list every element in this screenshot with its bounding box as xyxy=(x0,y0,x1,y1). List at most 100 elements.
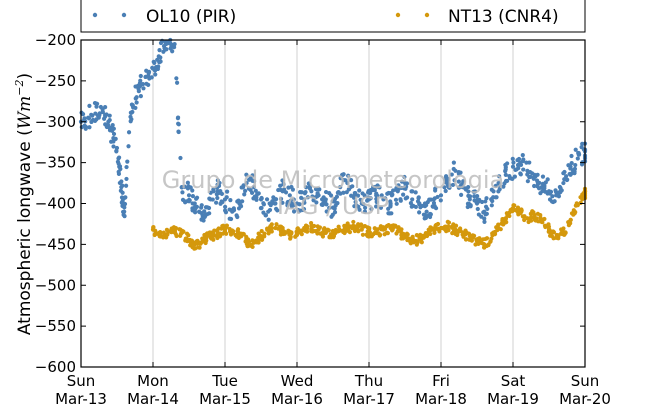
data-point-fill xyxy=(451,160,456,165)
data-point xyxy=(532,212,537,218)
legend-marker-ol10 xyxy=(92,12,98,18)
data-point-fill xyxy=(153,72,158,77)
legend: OL10 (PIR) NT13 (CNR4) xyxy=(80,0,586,33)
data-point-fill xyxy=(473,189,478,194)
data-point-fill xyxy=(86,116,92,121)
data-point-fill xyxy=(280,225,285,231)
data-point-fill xyxy=(456,179,461,184)
data-point-fill xyxy=(433,186,438,191)
data-point-fill xyxy=(341,190,346,195)
data-point-fill xyxy=(418,232,423,237)
data-point-fill xyxy=(510,156,515,161)
data-point-fill xyxy=(348,185,353,190)
y-tick-label: −600 xyxy=(35,358,76,376)
data-point xyxy=(489,236,494,241)
data-point-fill xyxy=(507,174,512,179)
data-point-fill xyxy=(278,196,284,202)
data-point-fill xyxy=(520,152,525,158)
data-point-fill xyxy=(376,231,381,236)
data-point-fill xyxy=(424,233,430,239)
data-point-fill xyxy=(194,196,199,201)
data-point-fill xyxy=(404,181,410,186)
data-point-fill xyxy=(490,231,495,236)
data-point-fill xyxy=(224,223,229,229)
data-point-fill xyxy=(141,86,146,91)
data-point-fill xyxy=(253,188,258,193)
data-point-fill xyxy=(215,195,220,201)
data-point-fill xyxy=(120,183,125,188)
data-point-fill xyxy=(515,158,520,163)
data-point-fill xyxy=(224,195,229,200)
data-point-fill xyxy=(564,174,569,179)
data-point-fill xyxy=(361,202,366,207)
data-point-fill xyxy=(542,185,547,191)
data-point-fill xyxy=(484,211,489,216)
data-point-fill xyxy=(568,217,573,223)
data-point-fill xyxy=(477,238,482,243)
data-point-fill xyxy=(410,189,415,194)
data-point-fill xyxy=(199,239,205,245)
data-point-fill xyxy=(519,207,524,212)
data-point-fill xyxy=(375,193,380,198)
data-point-fill xyxy=(89,112,94,117)
data-point-fill xyxy=(266,217,271,222)
x-tick-label-day: Sun xyxy=(67,372,96,390)
data-point-fill xyxy=(443,188,448,194)
data-point xyxy=(410,197,415,202)
data-point-fill xyxy=(540,174,546,179)
data-point-fill xyxy=(152,232,157,237)
data-point-fill xyxy=(273,197,279,202)
data-point-fill xyxy=(278,183,283,188)
data-point-fill xyxy=(188,242,194,247)
data-point-fill xyxy=(404,231,410,236)
x-tick-label-date: Mar-15 xyxy=(199,390,251,408)
data-point-fill xyxy=(303,189,308,195)
data-point-fill xyxy=(469,238,474,243)
data-point-fill xyxy=(334,194,340,199)
data-point-fill xyxy=(107,117,112,123)
data-point-fill xyxy=(281,187,287,192)
data-point-fill xyxy=(536,219,541,224)
x-tick-label-date: Mar-14 xyxy=(127,390,179,408)
data-point-fill xyxy=(357,207,362,212)
data-point-fill xyxy=(501,222,506,227)
data-point-fill xyxy=(443,180,449,185)
data-point xyxy=(424,209,429,214)
y-tick-label: −350 xyxy=(35,154,76,172)
data-point-fill xyxy=(489,187,494,192)
data-point-fill xyxy=(238,233,243,238)
data-point-fill xyxy=(464,237,469,242)
data-point-fill xyxy=(405,195,410,200)
data-point-fill xyxy=(227,216,232,221)
data-point xyxy=(388,201,393,206)
data-point-fill xyxy=(353,224,358,229)
data-point-fill xyxy=(402,174,407,180)
data-point-fill xyxy=(261,202,267,207)
data-point-fill xyxy=(398,198,403,203)
data-point-fill xyxy=(362,193,367,198)
data-point-fill xyxy=(235,214,240,220)
data-point-fill xyxy=(486,242,491,248)
data-point-fill xyxy=(151,224,156,230)
data-point-fill xyxy=(335,201,340,206)
data-point-fill xyxy=(158,55,163,60)
data-point-fill xyxy=(228,198,233,203)
legend-label-nt13: NT13 (CNR4) xyxy=(448,7,559,27)
data-point-fill xyxy=(533,174,538,179)
data-point-fill xyxy=(378,205,384,210)
legend-label-ol10: OL10 (PIR) xyxy=(146,7,236,27)
data-point-fill xyxy=(554,193,560,198)
data-point-fill xyxy=(223,204,228,209)
data-point-fill xyxy=(389,211,394,216)
data-point-fill xyxy=(393,197,399,202)
data-point-fill xyxy=(352,190,357,196)
data-point-fill xyxy=(367,230,372,235)
y-tick-label: −400 xyxy=(35,195,76,213)
data-point-fill xyxy=(129,110,134,115)
data-point-fill xyxy=(449,172,454,177)
data-point xyxy=(126,144,131,149)
data-point xyxy=(446,176,451,182)
data-point-fill xyxy=(548,189,554,194)
data-point-fill xyxy=(134,100,139,105)
data-point-fill xyxy=(220,223,225,229)
